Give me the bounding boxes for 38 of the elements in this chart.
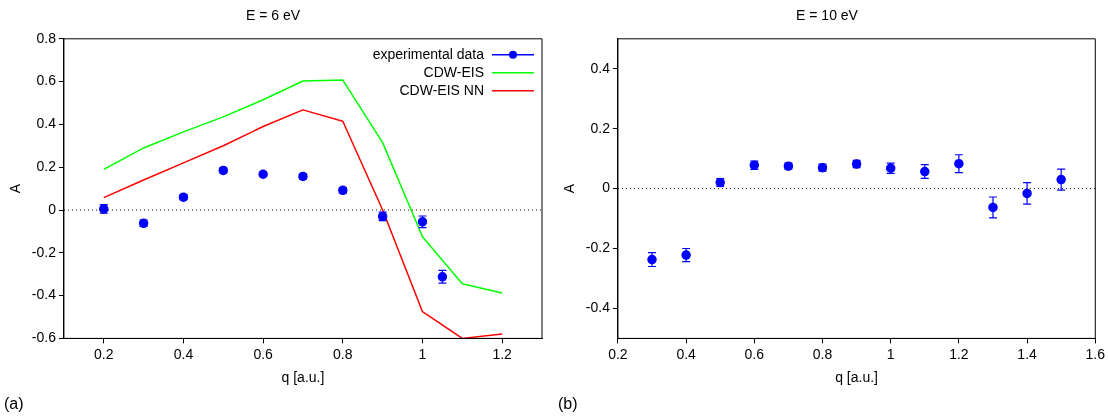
chart-title: E = 6 eV [245,7,301,24]
y-tick-label: 0.4 [590,59,611,76]
y-tick-label: -0.4 [585,299,611,316]
y-tick-label: -0.2 [31,243,57,260]
y-tick-label: -0.6 [31,329,57,346]
x-tick-label: 0.6 [253,345,274,362]
x-tick-label: 0.4 [173,345,194,362]
y-axis-title: A [7,183,24,194]
x-tick-label: 0.8 [333,345,353,362]
x-tick-label: 0.2 [94,345,114,362]
y-tick-label: 0.4 [36,115,57,132]
x-tick-label: 1.2 [949,345,969,362]
y-tick-label: 0.2 [590,119,611,136]
text: (a) [4,395,24,413]
x-tick-label: 0.8 [812,345,833,362]
x-tick-label: 0.4 [676,345,697,362]
legend-label: CDW-EIS NN [399,81,484,98]
x-axis-title: q [a.u.] [281,369,325,386]
x-axis-title: q [a.u.] [835,369,878,386]
y-tick-label: -0.4 [31,286,57,303]
x-tick-label: 0.6 [744,345,765,362]
y-tick-label: 0.8 [36,29,57,46]
x-tick-label: 1.6 [1085,345,1106,362]
text: (b) [558,395,578,413]
y-tick-label: 0.2 [36,158,57,175]
y-tick-label: -0.2 [585,239,611,256]
y-tick-label: 0.6 [36,72,57,89]
x-tick-label: 1 [886,345,895,362]
x-tick-label: 1.2 [492,345,513,362]
y-axis-title: A [561,183,578,194]
x-tick-label: 1 [418,345,427,362]
legend-label: CDW-EIS [423,63,484,80]
chart-title: E = 10 eV [796,7,859,24]
y-tick-label: 0 [602,179,611,196]
y-tick-label: 0 [48,200,57,217]
x-tick-label: 1.4 [1017,345,1038,362]
legend-label: experimental data [372,45,485,62]
x-tick-label: 0.2 [608,345,628,362]
